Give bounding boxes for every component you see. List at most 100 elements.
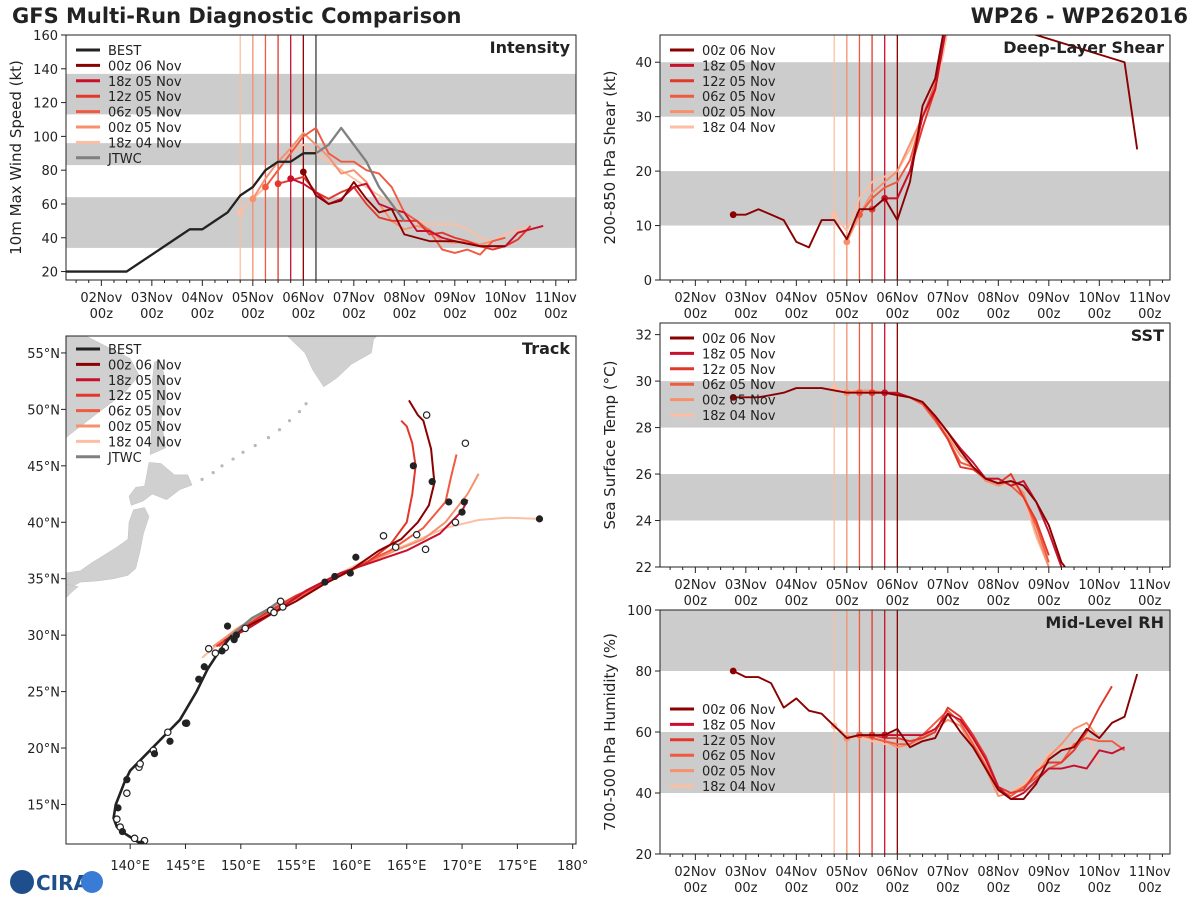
intensity-series-06z-05-nov <box>264 126 506 256</box>
track-xtick-label: 155°E <box>276 859 316 874</box>
shear-xtick-label-hour: 00z <box>1088 307 1112 322</box>
rh-legend-label: 18z 04 Nov <box>702 780 776 795</box>
shear-xtick-label-hour: 00z <box>734 307 758 322</box>
sst-ytick-label: 32 <box>635 329 652 344</box>
track-legend-label: BEST <box>108 343 141 358</box>
land-kuril-island <box>241 450 245 454</box>
shear-xtick-label-hour: 00z <box>1138 307 1162 322</box>
track-filled-point <box>137 840 145 844</box>
shear-init-point-00z-05-nov <box>843 238 851 246</box>
track-filled-point <box>321 578 329 586</box>
sst-legend-label: 18z 04 Nov <box>702 409 776 424</box>
sst-ytick-label: 24 <box>635 515 652 530</box>
rh-legend-label: 06z 05 Nov <box>702 749 776 764</box>
track-xtick-label: 140°E <box>110 859 150 874</box>
intensity-xtick-label-hour: 00z <box>443 307 467 322</box>
sst-xtick-label-hour: 00z <box>684 594 708 609</box>
track-open-point <box>379 532 388 540</box>
rh-xtick-label-day: 02Nov <box>674 865 716 880</box>
track-ytick-label: 15°N <box>27 798 60 813</box>
shear-legend-label: 06z 05 Nov <box>702 90 776 105</box>
intensity-panel: 2040608010012014016002Nov00z03Nov00z04No… <box>7 29 577 322</box>
intensity-xtick-label-hour: 00z <box>544 307 568 322</box>
track-ytick-label: 25°N <box>27 686 60 701</box>
shear-ytick-label: 30 <box>635 111 652 126</box>
shear-xtick-label-day: 08Nov <box>977 291 1019 306</box>
intensity-xtick-label-hour: 00z <box>342 307 366 322</box>
sst-band-0 <box>660 474 1170 521</box>
sst-legend-label: 00z 05 Nov <box>702 394 776 409</box>
shear-xtick-label-day: 09Nov <box>1028 291 1070 306</box>
track-legend-label: 00z 05 Nov <box>108 420 182 435</box>
sst-ytick-label: 28 <box>635 422 652 437</box>
intensity-init-point-12z-05-nov <box>274 180 282 188</box>
intensity-title: Intensity <box>490 38 571 57</box>
shear-xtick-label-day: 11Nov <box>1129 291 1171 306</box>
track-open-point <box>163 728 172 737</box>
track-filled-point <box>150 750 159 758</box>
rh-series-00z-06-nov <box>732 670 1139 801</box>
intensity-xtick-label-hour: 00z <box>292 307 316 322</box>
sst-xtick-label-day: 08Nov <box>977 578 1019 593</box>
land-kuril-island <box>200 477 204 481</box>
rh-xtick-label-day: 11Nov <box>1129 865 1171 880</box>
intensity-ytick-label: 120 <box>33 97 58 112</box>
intensity-legend-label: 06z 05 Nov <box>108 106 182 121</box>
land-kyushu <box>66 584 79 599</box>
rh-xtick-label-day: 04Nov <box>775 865 817 880</box>
intensity-xtick-label-day: 08Nov <box>383 291 425 306</box>
sst-xtick-label-hour: 00z <box>734 594 758 609</box>
land-kuril-island <box>287 419 292 423</box>
rh-band-1 <box>660 610 1170 671</box>
track-filled-point <box>428 478 436 486</box>
rh-xtick-label-hour: 00z <box>785 881 809 896</box>
shear-legend-label: 18z 04 Nov <box>702 121 776 136</box>
intensity-init-point-06z-05-nov <box>262 183 269 191</box>
track-filled-point <box>409 462 417 470</box>
shear-series-06z-05-nov <box>858 35 946 216</box>
sst-xtick-label-hour: 00z <box>1138 594 1162 609</box>
shear-xtick-label-hour: 00z <box>936 307 960 322</box>
rh-xtick-label-hour: 00z <box>734 881 758 896</box>
shear-title: Deep-Layer Shear <box>1003 38 1164 57</box>
shear-ylabel: 200-850 hPa Shear (kt) <box>601 71 619 245</box>
land-kuril-island <box>266 436 271 440</box>
sst-xtick-label-day: 07Nov <box>927 578 969 593</box>
track-open-point <box>211 649 220 658</box>
track-open-point <box>391 543 400 551</box>
track-series-18z-05-nov <box>223 499 469 642</box>
shear-xtick-label-day: 06Nov <box>876 291 918 306</box>
rh-xtick-label-day: 10Nov <box>1078 865 1120 880</box>
intensity-xtick-label-day: 04Nov <box>181 291 223 306</box>
rh-legend-label: 18z 05 Nov <box>702 718 776 733</box>
track-legend-label: 12z 05 Nov <box>108 389 182 404</box>
track-filled-point <box>218 647 226 655</box>
sst-legend-label: 18z 05 Nov <box>702 347 776 362</box>
rh-xtick-label-hour: 00z <box>936 881 960 896</box>
sst-xtick-label-hour: 00z <box>936 594 960 609</box>
rh-xtick-label-hour: 00z <box>1138 881 1162 896</box>
rh-xtick-label-hour: 00z <box>684 881 708 896</box>
track-filled-point <box>200 663 208 671</box>
rh-ytick-label: 20 <box>635 848 652 863</box>
track-open-point <box>421 545 430 554</box>
track-filled-point <box>331 572 339 581</box>
track-legend-label: 06z 05 Nov <box>108 405 182 420</box>
intensity-series-00z-06-nov <box>302 171 506 248</box>
intensity-ytick-label: 40 <box>41 232 58 247</box>
sst-ytick-label: 30 <box>635 375 652 390</box>
track-open-point <box>136 760 144 768</box>
sst-series-00z-06-nov <box>733 387 1067 567</box>
sst-xtick-label-day: 03Nov <box>725 578 767 593</box>
track-legend-label: 00z 06 Nov <box>108 358 182 373</box>
rh-xtick-label-day: 03Nov <box>725 865 767 880</box>
sst-legend-label: 12z 05 Nov <box>702 363 776 378</box>
rh-xtick-label-day: 06Nov <box>876 865 918 880</box>
rh-panel: 2040608010002Nov00z03Nov00z04Nov00z05Nov… <box>601 604 1171 896</box>
shear-band-1 <box>660 62 1170 117</box>
cira-logo: CIRA <box>10 870 103 895</box>
shear-band-0 <box>660 171 1170 226</box>
intensity-legend-label: 00z 06 Nov <box>108 59 182 74</box>
shear-panel: 01020304002Nov00z03Nov00z04Nov00z05Nov00… <box>601 34 1171 322</box>
intensity-xtick-label-day: 05Nov <box>232 291 274 306</box>
